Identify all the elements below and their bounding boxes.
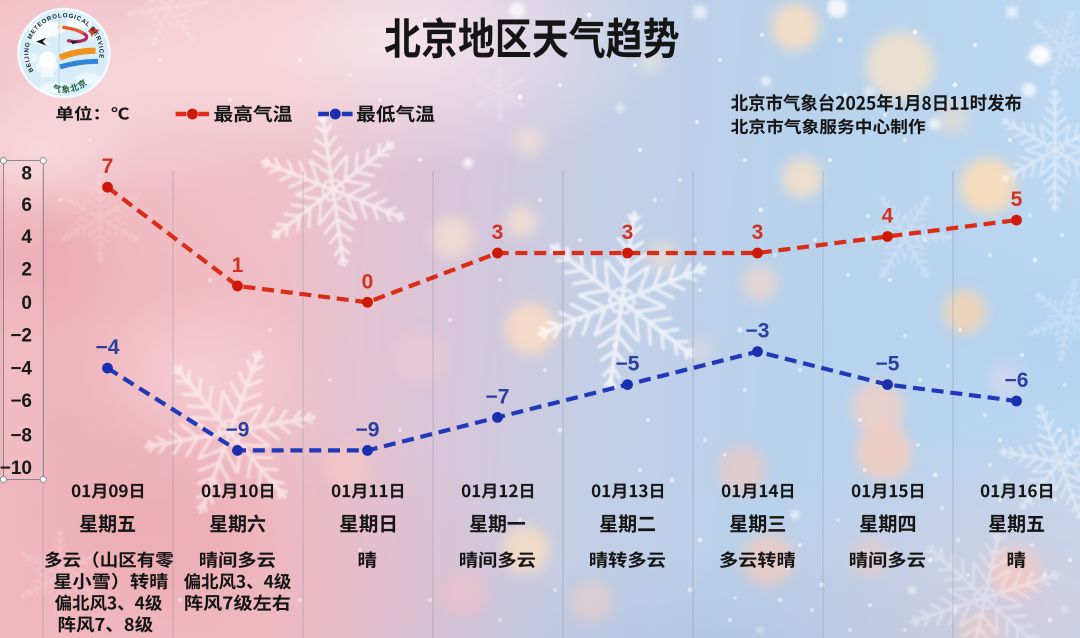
svg-text:−3: −3 [746,320,770,343]
svg-text:−5: −5 [616,353,640,376]
svg-text:3: 3 [492,221,504,244]
svg-text:−6: −6 [10,391,32,412]
svg-text:6: 6 [21,195,32,216]
svg-text:3: 3 [622,221,634,244]
svg-text:−6: −6 [1005,369,1029,392]
svg-text:−4: −4 [96,336,120,359]
svg-text:−5: −5 [876,353,900,376]
svg-text:2: 2 [21,260,32,281]
svg-text:−9: −9 [226,418,250,441]
svg-text:−9: −9 [356,418,380,441]
svg-text:3: 3 [752,221,764,244]
svg-text:5: 5 [1011,188,1023,211]
svg-text:−2: −2 [10,325,32,346]
svg-text:−4: −4 [10,359,32,380]
svg-text:4: 4 [882,205,894,228]
svg-text:−7: −7 [486,385,510,408]
svg-text:7: 7 [102,155,114,178]
svg-text:0: 0 [21,293,32,314]
svg-text:0: 0 [362,270,374,293]
svg-text:8: 8 [21,164,32,185]
svg-text:−8: −8 [10,425,32,446]
svg-text:4: 4 [21,227,32,248]
svg-text:−10: −10 [0,458,32,479]
svg-text:1: 1 [232,254,244,277]
